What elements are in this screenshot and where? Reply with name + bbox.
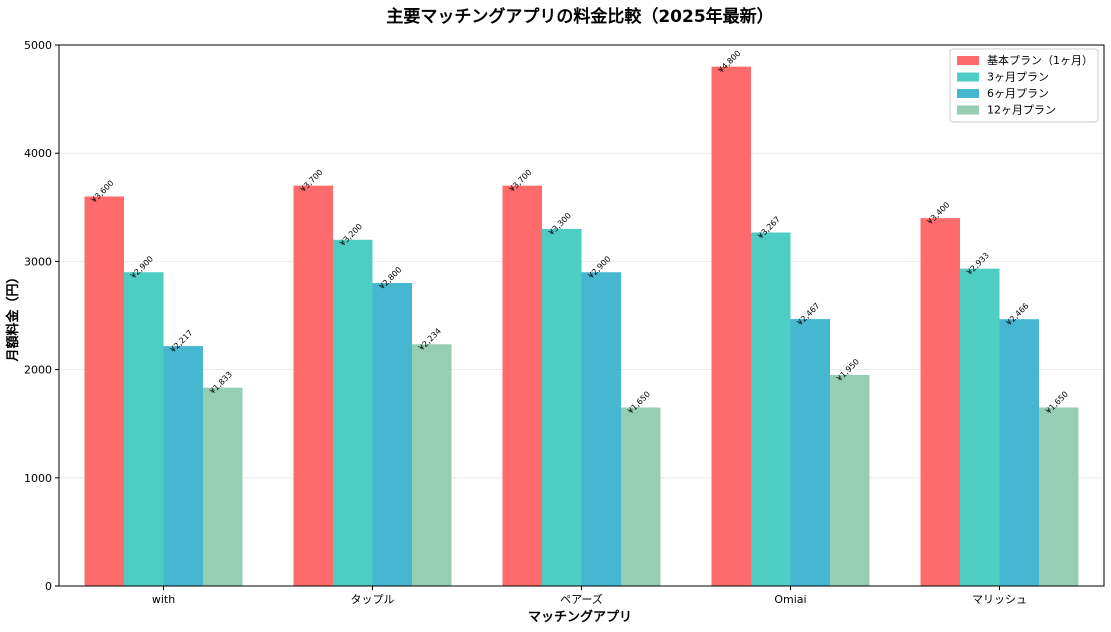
legend-swatch — [957, 72, 979, 82]
bar — [293, 185, 333, 586]
x-tick-label: Omiai — [774, 593, 806, 606]
x-tick-label: タップル — [351, 593, 395, 606]
legend-label: 3ヶ月プラン — [987, 71, 1049, 84]
bar — [581, 272, 621, 586]
x-tick-label: マリッシュ — [972, 593, 1027, 606]
x-axis-ticks: with タップル ペアーズ Omiai マリッシュ — [152, 586, 1027, 606]
bar — [960, 268, 1000, 586]
y-tick-label: 1000 — [24, 472, 52, 485]
x-tick-label: ペアーズ — [560, 592, 603, 606]
y-tick-label: 4000 — [24, 147, 52, 160]
bar — [502, 185, 542, 586]
bar — [621, 407, 661, 586]
y-axis-label: 月額料金（円） — [5, 270, 21, 362]
chart-title: 主要マッチングアプリの料金比較（2025年最新） — [386, 6, 773, 27]
y-tick-label: 3000 — [24, 255, 52, 268]
bar — [163, 346, 203, 586]
y-tick-label: 2000 — [24, 364, 52, 377]
legend-box — [949, 48, 1099, 123]
x-tick-label: with — [152, 593, 175, 606]
legend-label: 12ヶ月プラン — [987, 104, 1056, 117]
bar — [542, 228, 582, 586]
y-axis-ticks: 0 1000 2000 3000 4000 5000 — [24, 39, 59, 593]
legend-label: 6ヶ月プラン — [987, 87, 1049, 100]
legend-swatch — [957, 105, 979, 115]
bar — [84, 196, 124, 587]
bar — [920, 218, 960, 586]
legend-swatch — [957, 56, 979, 65]
bar — [711, 66, 751, 586]
bar — [372, 283, 412, 586]
bar — [999, 319, 1039, 586]
bar — [203, 387, 243, 586]
legend-swatch — [957, 89, 979, 98]
bar — [412, 344, 452, 586]
bar — [790, 319, 830, 586]
legend: 基本プラン（1ヶ月） 3ヶ月プラン 6ヶ月プラン 12ヶ月プラン — [949, 48, 1099, 123]
y-tick-label: 0 — [45, 580, 52, 593]
y-tick-label: 5000 — [24, 39, 52, 52]
bar — [1039, 407, 1079, 586]
x-axis-label: マッチングアプリ — [528, 609, 632, 625]
bar — [124, 272, 164, 586]
bars — [84, 66, 1079, 587]
legend-label: 基本プラン（1ヶ月） — [987, 53, 1093, 67]
bar — [751, 232, 791, 586]
bar — [830, 375, 870, 586]
bar — [333, 239, 373, 586]
